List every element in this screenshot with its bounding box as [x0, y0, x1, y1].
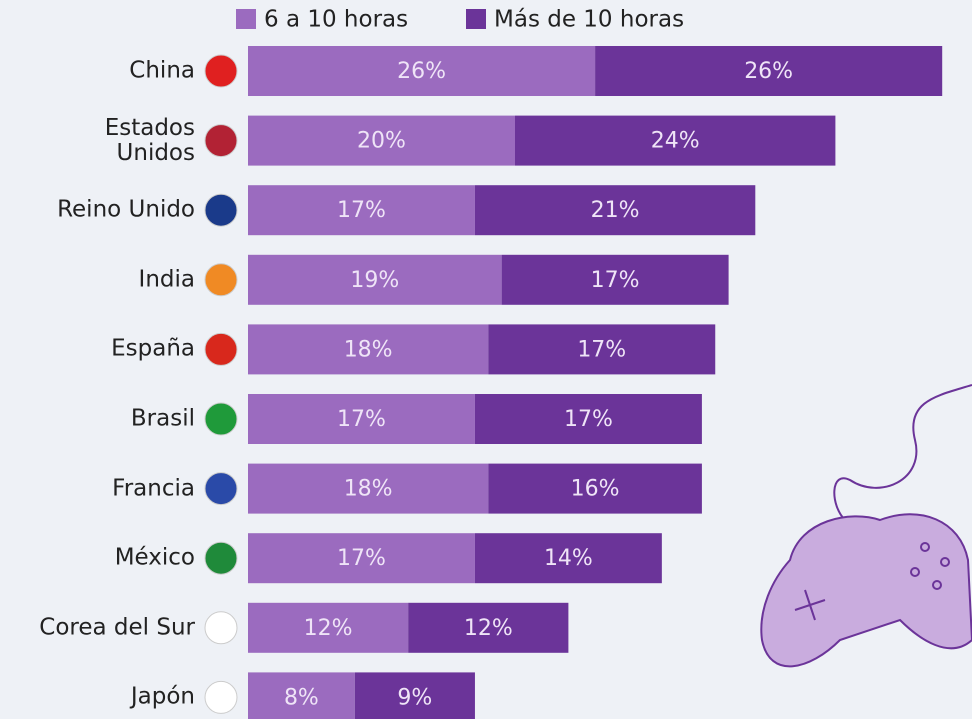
category-label: Estados Unidos: [104, 114, 195, 166]
category-label: India: [138, 266, 195, 293]
value-label: 8%: [284, 685, 319, 710]
bar-segment: [354, 672, 475, 719]
bar-segment: [474, 185, 756, 236]
gamepad-decoration: [760, 384, 972, 668]
bar-segment: [248, 46, 596, 96]
flag-icon: [204, 332, 238, 366]
value-label: 17%: [337, 198, 386, 223]
flag-icon: [204, 124, 238, 158]
bar-segment: [501, 254, 729, 305]
category-label: España: [111, 335, 195, 362]
bar-segment: [488, 324, 716, 375]
value-label: 24%: [651, 129, 700, 154]
flag-icon: [204, 193, 238, 227]
bar-segment: [248, 672, 355, 719]
value-label: 12%: [304, 616, 353, 641]
bar-segment: [248, 533, 475, 584]
category-label: Corea del Sur: [39, 614, 195, 641]
flag-icon: [204, 680, 238, 714]
category-label: Brasil: [130, 405, 195, 432]
category-label: China: [129, 57, 195, 84]
value-label: 17%: [564, 407, 613, 432]
legend-label: Más de 10 horas: [494, 7, 684, 33]
value-label: 21%: [591, 198, 640, 223]
value-label: 18%: [344, 337, 393, 362]
bar-segment: [248, 324, 489, 375]
bar-segment: [515, 115, 836, 166]
flag-icon: [204, 263, 238, 297]
flag-icon: [204, 611, 238, 645]
flag-icon: [204, 402, 238, 436]
value-label: 26%: [397, 59, 446, 84]
legend-label: 6 a 10 horas: [264, 7, 408, 33]
flag-icon: [204, 54, 238, 88]
value-label: 26%: [744, 59, 793, 84]
flag-icon: [204, 472, 238, 506]
category-label: Reino Unido: [57, 196, 195, 223]
flag-icon: [204, 541, 238, 575]
value-label: 9%: [397, 685, 432, 710]
category-label: Francia: [112, 475, 195, 502]
bar-segment: [474, 394, 702, 444]
bar-segment: [248, 602, 409, 653]
bar-segment: [248, 394, 475, 444]
bar-segment: [248, 185, 475, 236]
value-label: 18%: [344, 477, 393, 502]
value-label: 20%: [357, 129, 406, 154]
legend-swatch: [236, 9, 256, 29]
value-label: 16%: [571, 477, 620, 502]
value-label: 14%: [544, 546, 593, 571]
value-label: 12%: [464, 616, 513, 641]
bar-segment: [474, 533, 662, 584]
legend-swatch: [466, 9, 486, 29]
value-label: 17%: [591, 268, 640, 293]
value-label: 19%: [350, 268, 399, 293]
value-label: 17%: [337, 407, 386, 432]
bar-segment: [488, 463, 702, 514]
bar-segment: [595, 46, 943, 96]
bar-segment: [408, 602, 569, 653]
category-label: Japón: [130, 683, 195, 710]
bar-segment: [248, 115, 515, 166]
value-label: 17%: [337, 546, 386, 571]
bar-segment: [248, 254, 502, 305]
value-label: 17%: [577, 337, 626, 362]
category-label: México: [114, 544, 195, 571]
bar-segment: [248, 463, 489, 514]
